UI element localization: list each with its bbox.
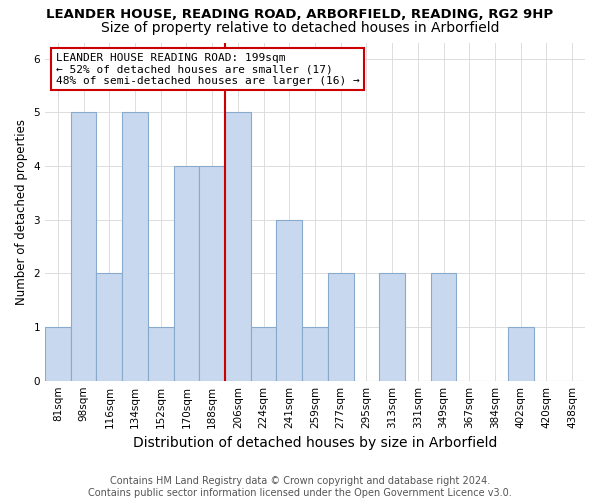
- Bar: [328, 274, 353, 380]
- Text: Contains HM Land Registry data © Crown copyright and database right 2024.
Contai: Contains HM Land Registry data © Crown c…: [88, 476, 512, 498]
- Bar: [173, 166, 199, 380]
- Bar: [302, 327, 328, 380]
- Bar: [45, 327, 71, 380]
- Bar: [97, 274, 122, 380]
- Bar: [431, 274, 457, 380]
- Bar: [277, 220, 302, 380]
- Text: LEANDER HOUSE READING ROAD: 199sqm
← 52% of detached houses are smaller (17)
48%: LEANDER HOUSE READING ROAD: 199sqm ← 52%…: [56, 52, 359, 86]
- Bar: [508, 327, 533, 380]
- Bar: [251, 327, 277, 380]
- Bar: [225, 112, 251, 380]
- Text: LEANDER HOUSE, READING ROAD, ARBORFIELD, READING, RG2 9HP: LEANDER HOUSE, READING ROAD, ARBORFIELD,…: [46, 8, 554, 20]
- Bar: [71, 112, 97, 380]
- Bar: [148, 327, 173, 380]
- Bar: [122, 112, 148, 380]
- Y-axis label: Number of detached properties: Number of detached properties: [15, 118, 28, 304]
- Text: Size of property relative to detached houses in Arborfield: Size of property relative to detached ho…: [101, 21, 499, 35]
- Bar: [199, 166, 225, 380]
- X-axis label: Distribution of detached houses by size in Arborfield: Distribution of detached houses by size …: [133, 436, 497, 450]
- Bar: [379, 274, 405, 380]
